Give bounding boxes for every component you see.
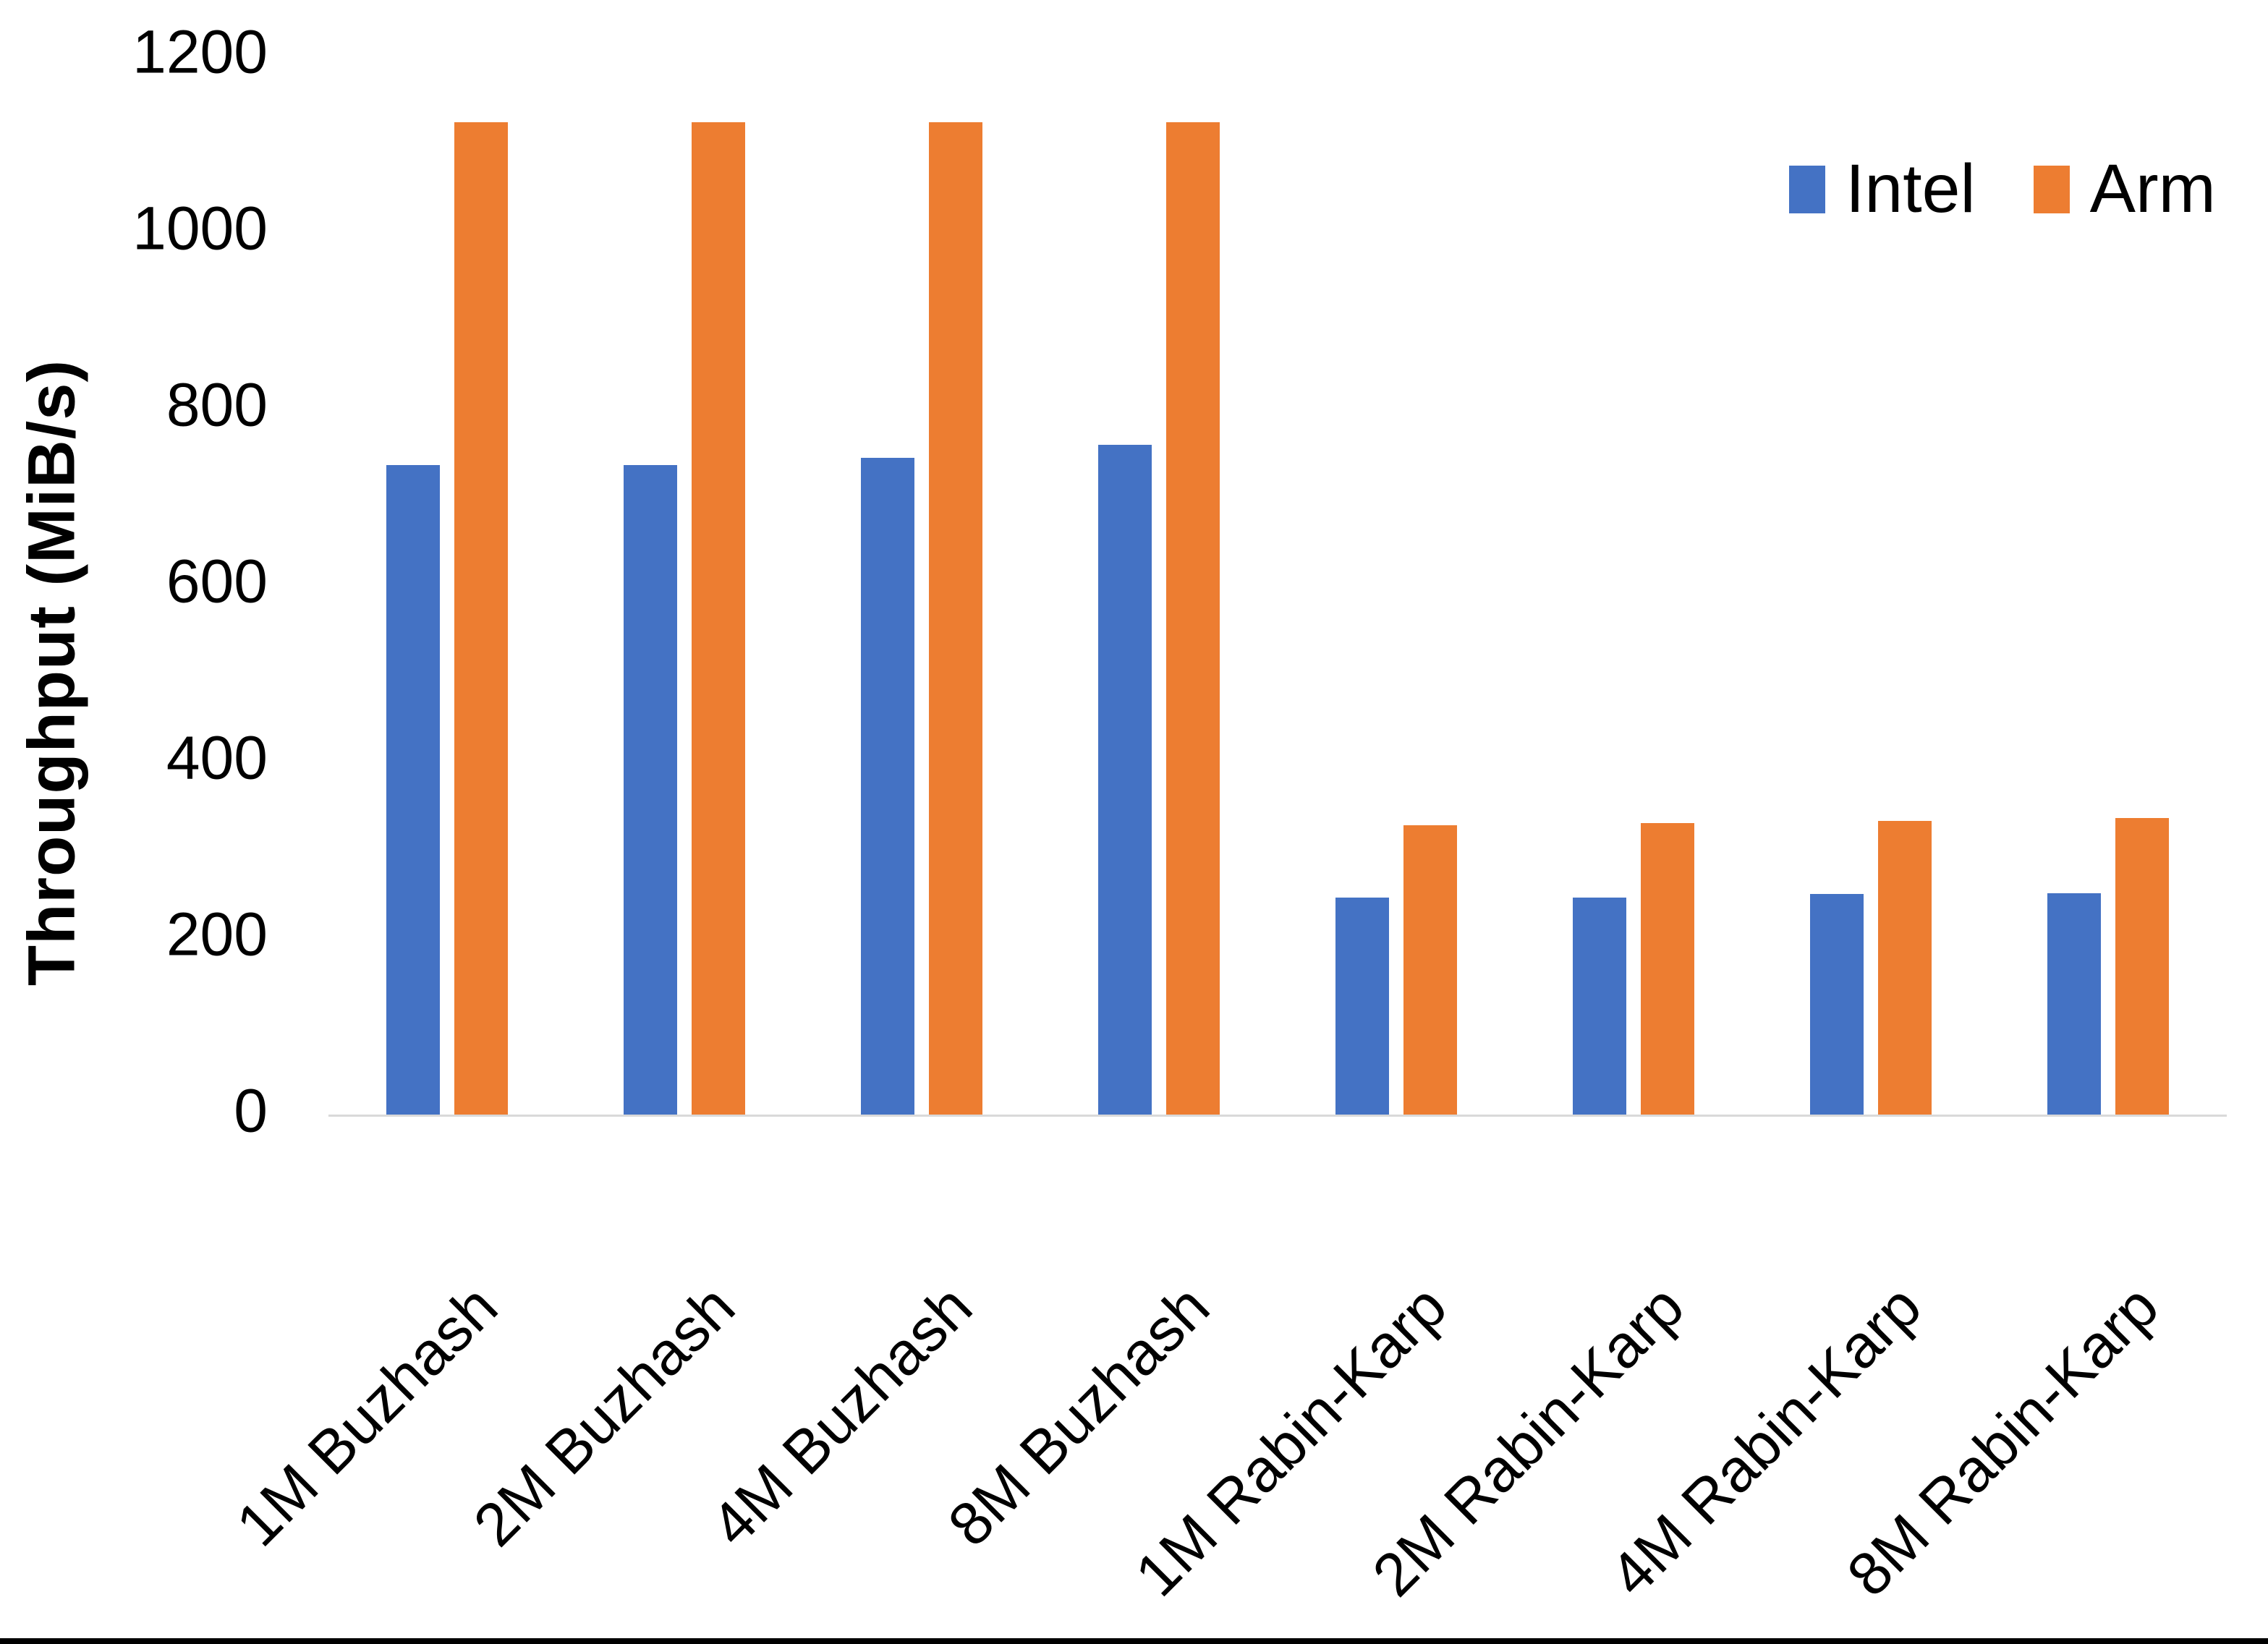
y-tick-label: 1000	[132, 194, 268, 263]
y-tick-label: 0	[234, 1076, 268, 1145]
legend-item-arm: Arm	[2033, 150, 2216, 229]
bar-intel-4	[1098, 445, 1152, 1115]
bottom-border	[0, 1638, 2268, 1644]
bar-intel-7	[1810, 894, 1864, 1115]
legend: Intel Arm	[1789, 150, 2216, 229]
y-tick-label: 200	[166, 900, 268, 968]
x-axis-line	[328, 1115, 2227, 1117]
bar-arm-6	[1641, 823, 1694, 1115]
legend-swatch-arm	[2033, 165, 2070, 213]
y-tick-label: 800	[166, 370, 268, 439]
bar-arm-3	[929, 122, 982, 1115]
y-tick-label: 600	[166, 547, 268, 616]
y-tick-label: 1200	[132, 17, 268, 86]
bar-arm-5	[1403, 825, 1457, 1115]
bar-intel-8	[2047, 893, 2101, 1115]
legend-label-intel: Intel	[1846, 150, 1976, 227]
bar-intel-3	[861, 458, 914, 1115]
y-axis-title: Throughput (MiB/s)	[14, 359, 89, 987]
bar-arm-8	[2115, 818, 2169, 1115]
legend-label-arm: Arm	[2089, 150, 2216, 227]
bar-intel-5	[1335, 898, 1389, 1115]
legend-item-intel: Intel	[1789, 150, 1976, 229]
legend-swatch-intel	[1789, 165, 1825, 213]
y-tick-label: 400	[166, 723, 268, 792]
bar-arm-7	[1878, 821, 1932, 1115]
bar-arm-1	[454, 122, 508, 1115]
bar-intel-1	[386, 465, 440, 1115]
bar-arm-4	[1166, 122, 1220, 1115]
bar-intel-6	[1573, 898, 1626, 1115]
bar-intel-2	[624, 465, 677, 1115]
bar-arm-2	[692, 122, 745, 1115]
